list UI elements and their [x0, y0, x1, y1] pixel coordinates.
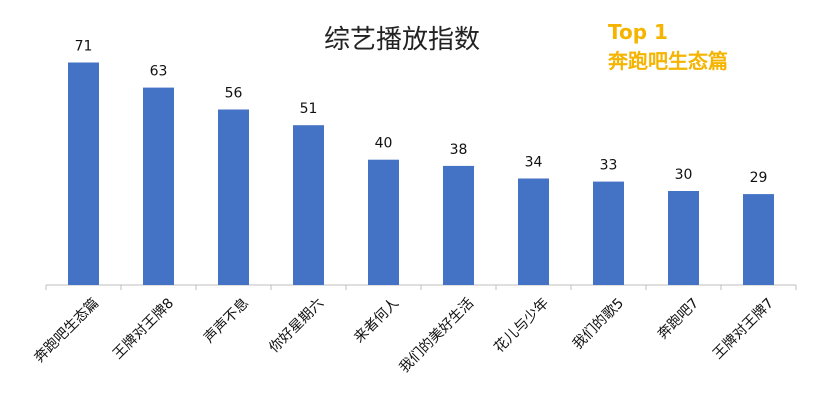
bar [368, 159, 399, 285]
value-labels-group: 71 63 56 51 40 38 34 33 30 29 [75, 39, 768, 187]
top-badge-name: 奔跑吧生态篇 [607, 49, 728, 73]
bar [143, 87, 174, 285]
x-tick-label: 王牌对王牌8 [109, 295, 177, 363]
x-tick-label: 我们的美好生活 [397, 295, 478, 376]
x-tick-label: 你好星期六 [266, 295, 327, 356]
bar-value-label: 30 [675, 167, 693, 183]
bar-value-label: 38 [450, 142, 468, 158]
bar [518, 178, 549, 285]
bar [593, 181, 624, 285]
bar-value-label: 56 [225, 86, 243, 102]
bar [68, 62, 99, 285]
x-tick-label: 我们的歌5 [570, 295, 627, 352]
x-tick-label: 声声不息 [200, 295, 252, 347]
bar [743, 194, 774, 285]
bar [668, 191, 699, 285]
bars-group [68, 62, 774, 285]
top-badge-label: Top 1 [608, 20, 668, 44]
x-tick-label: 奔跑吧7 [655, 295, 702, 342]
x-tick-label: 奔跑吧生态篇 [31, 295, 102, 366]
bar-value-label: 51 [300, 101, 318, 117]
bar-value-label: 40 [375, 136, 393, 152]
bar-value-label: 63 [150, 64, 168, 80]
x-tick-label: 王牌对王牌7 [709, 295, 777, 363]
bar [443, 165, 474, 285]
chart-title: 综艺播放指数 [324, 25, 480, 55]
bar [218, 109, 249, 285]
bar-value-label: 71 [75, 39, 93, 55]
x-tick-label: 来者何人 [351, 295, 402, 346]
x-tick-label: 花儿与少年 [491, 295, 552, 356]
bar [293, 125, 324, 285]
bar-value-label: 33 [600, 158, 618, 174]
bar-value-label: 29 [750, 170, 768, 186]
bar-value-label: 34 [525, 155, 543, 171]
